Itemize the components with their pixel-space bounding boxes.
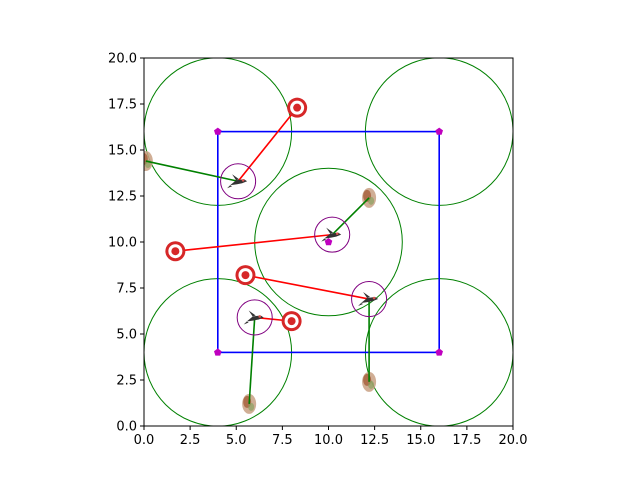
bird-marker [321,227,342,242]
center-marker [324,238,333,246]
target-marker [281,311,302,332]
region-circle [254,167,403,317]
bird-wing [248,310,256,317]
bird-marker [227,174,248,189]
flower-leaf [368,380,375,389]
bird-tail [243,321,249,325]
corner-marker [214,127,222,135]
x-tick-label: 5.0 [226,433,247,448]
target-marker [165,241,186,262]
bird-wing [363,292,371,299]
x-tick-label: 15.0 [406,433,435,448]
flower-leaf [248,402,255,411]
x-tick-label: 17.5 [452,433,481,448]
bird-tail [227,185,233,189]
x-tick-label: 2.5 [180,433,201,448]
corner-marker [435,348,443,356]
y-tick-label: 15.0 [108,144,137,159]
green-link [248,317,256,404]
y-tick-label: 5.0 [116,328,137,343]
y-tick-label: 10.0 [108,236,137,251]
bird-accent [258,315,261,318]
hunter-circle [220,163,257,200]
bird-accent [372,296,376,300]
red-link [245,274,370,300]
plot-area [144,58,513,426]
bird-wing [232,174,240,181]
bird-wing [326,227,334,234]
green-link [145,160,239,183]
y-tick-label: 12.5 [108,190,137,205]
target-center [241,271,250,280]
target-center [171,247,180,256]
y-tick-label: 7.5 [116,282,137,297]
bird-marker [243,310,264,325]
bird-marker [358,292,379,307]
corner-marker [214,348,222,356]
target-marker [235,265,256,286]
x-tick-label: 0.0 [134,433,155,448]
red-link [175,233,333,252]
axis-ticks: 0.0 2.5 5.0 7.5 10.0 12.5 15.0 17.5 20.0 0.0 2.5 5.… [108,52,527,449]
y-tick-label: 17.5 [108,98,137,113]
y-tick-label: 20.0 [108,52,137,67]
target-marker [287,97,308,118]
x-tick-label: 7.5 [272,433,293,448]
y-tick-label: 2.5 [116,374,137,389]
flower-leaf [368,196,375,205]
bird-tail [321,238,327,242]
hunter-circle [351,281,388,318]
hunter-circle [314,216,351,253]
x-tick-label: 12.5 [360,433,389,448]
corner-marker [435,127,443,135]
x-tick-label: 20.0 [499,433,528,448]
red-link [237,107,298,182]
x-tick-label: 10.0 [314,433,343,448]
overlay-layer [214,127,443,356]
bird-accent [335,232,339,235]
target-center [293,103,302,112]
green-link [331,197,370,236]
bird-tail [358,303,364,307]
bird-accent [241,178,245,182]
hunter-circle [236,299,273,336]
target-center [287,317,296,326]
y-tick-label: 0.0 [116,420,137,435]
boundary-square [217,130,440,354]
